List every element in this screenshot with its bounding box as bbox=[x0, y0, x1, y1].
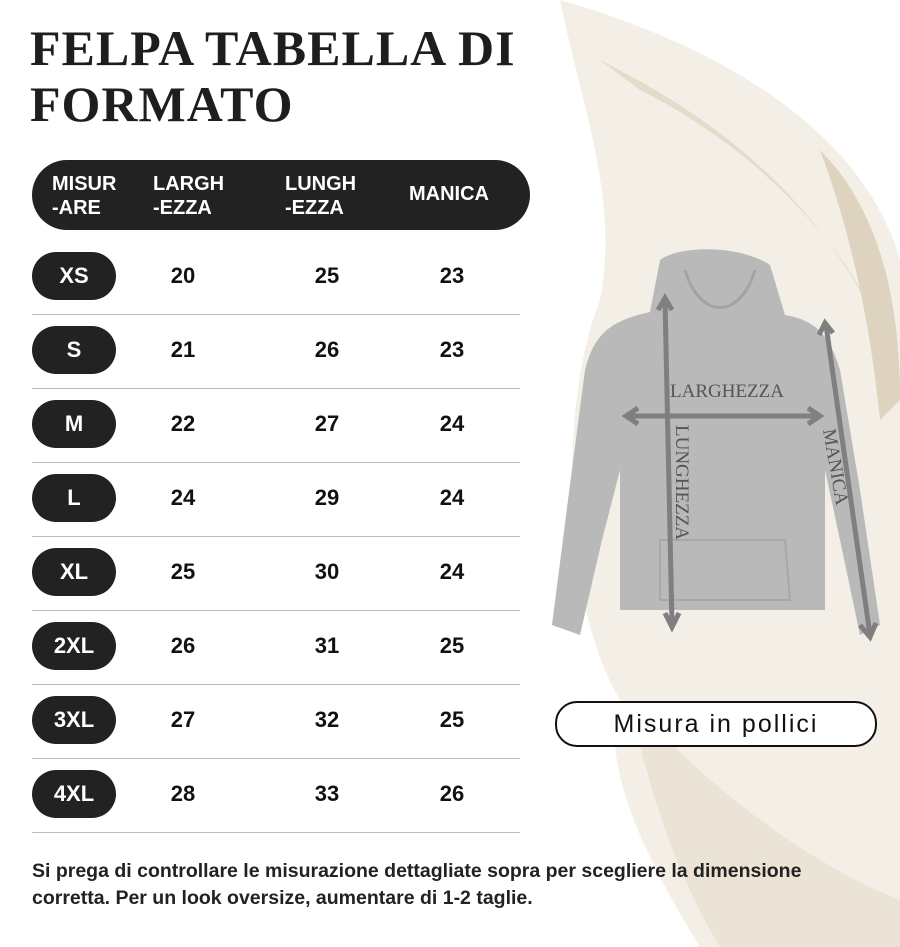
length-label: LUNGHEZZA bbox=[671, 425, 692, 540]
sleeve-value: 23 bbox=[439, 263, 465, 288]
hoodie-diagram: LARGHEZZA LUNGHEZZA MANICA bbox=[552, 249, 880, 642]
table-row: 4XL 28 33 26 bbox=[32, 758, 520, 833]
size-label: L bbox=[32, 474, 116, 522]
length-value: 27 bbox=[314, 411, 340, 436]
size-label: 3XL bbox=[32, 696, 116, 744]
sleeve-value: 26 bbox=[439, 781, 465, 806]
length-value: 26 bbox=[314, 337, 340, 362]
length-value: 29 bbox=[314, 485, 340, 510]
table-row: XL 25 30 24 bbox=[32, 536, 520, 611]
size-label: S bbox=[32, 326, 116, 374]
size-label: XS bbox=[32, 252, 116, 300]
size-label: XL bbox=[32, 548, 116, 596]
table-row: L 24 29 24 bbox=[32, 462, 520, 537]
header-size: MISUR -ARE bbox=[52, 173, 117, 219]
width-value: 28 bbox=[170, 781, 196, 806]
header-sleeve: MANICA bbox=[409, 183, 489, 205]
measurement-arrows bbox=[621, 293, 879, 642]
width-value: 26 bbox=[170, 633, 196, 658]
hoodie-body bbox=[552, 249, 880, 635]
width-value: 24 bbox=[170, 485, 196, 510]
width-label: LARGHEZZA bbox=[670, 381, 784, 402]
table-header: MISUR -ARE LARGH -EZZA LUNGH -EZZA MANICA bbox=[32, 160, 530, 230]
width-value: 25 bbox=[170, 559, 196, 584]
length-value: 31 bbox=[314, 633, 340, 658]
sleeve-value: 25 bbox=[439, 707, 465, 732]
length-value: 30 bbox=[314, 559, 340, 584]
size-label: 2XL bbox=[32, 622, 116, 670]
table-row: M 22 27 24 bbox=[32, 388, 520, 463]
header-width: LARGH -EZZA bbox=[153, 173, 225, 219]
width-value: 22 bbox=[170, 411, 196, 436]
fit-note: Si prega di controllare le misurazione d… bbox=[32, 860, 802, 909]
size-label: M bbox=[32, 400, 116, 448]
title-line-2: FORMATO bbox=[30, 76, 294, 132]
title-line-1: FELPA TABELLA DI bbox=[30, 20, 516, 76]
length-value: 25 bbox=[314, 263, 340, 288]
size-label: 4XL bbox=[32, 770, 116, 818]
sleeve-value: 24 bbox=[439, 485, 465, 510]
length-value: 32 bbox=[314, 707, 340, 732]
width-value: 27 bbox=[170, 707, 196, 732]
table-row: 2XL 26 31 25 bbox=[32, 610, 520, 685]
table-row: XS 20 25 23 bbox=[32, 240, 520, 315]
table-row: 3XL 27 32 25 bbox=[32, 684, 520, 759]
header-length: LUNGH -EZZA bbox=[285, 173, 357, 219]
table-row: S 21 26 23 bbox=[32, 314, 520, 389]
sleeve-value: 24 bbox=[439, 411, 465, 436]
sleeve-value: 24 bbox=[439, 559, 465, 584]
length-value: 33 bbox=[314, 781, 340, 806]
page-title: FELPA TABELLA DI FORMATO bbox=[30, 20, 516, 132]
width-value: 21 bbox=[170, 337, 196, 362]
unit-badge: Misura in pollici bbox=[555, 701, 877, 747]
sleeve-value: 25 bbox=[439, 633, 465, 658]
width-value: 20 bbox=[170, 263, 196, 288]
sleeve-value: 23 bbox=[439, 337, 465, 362]
